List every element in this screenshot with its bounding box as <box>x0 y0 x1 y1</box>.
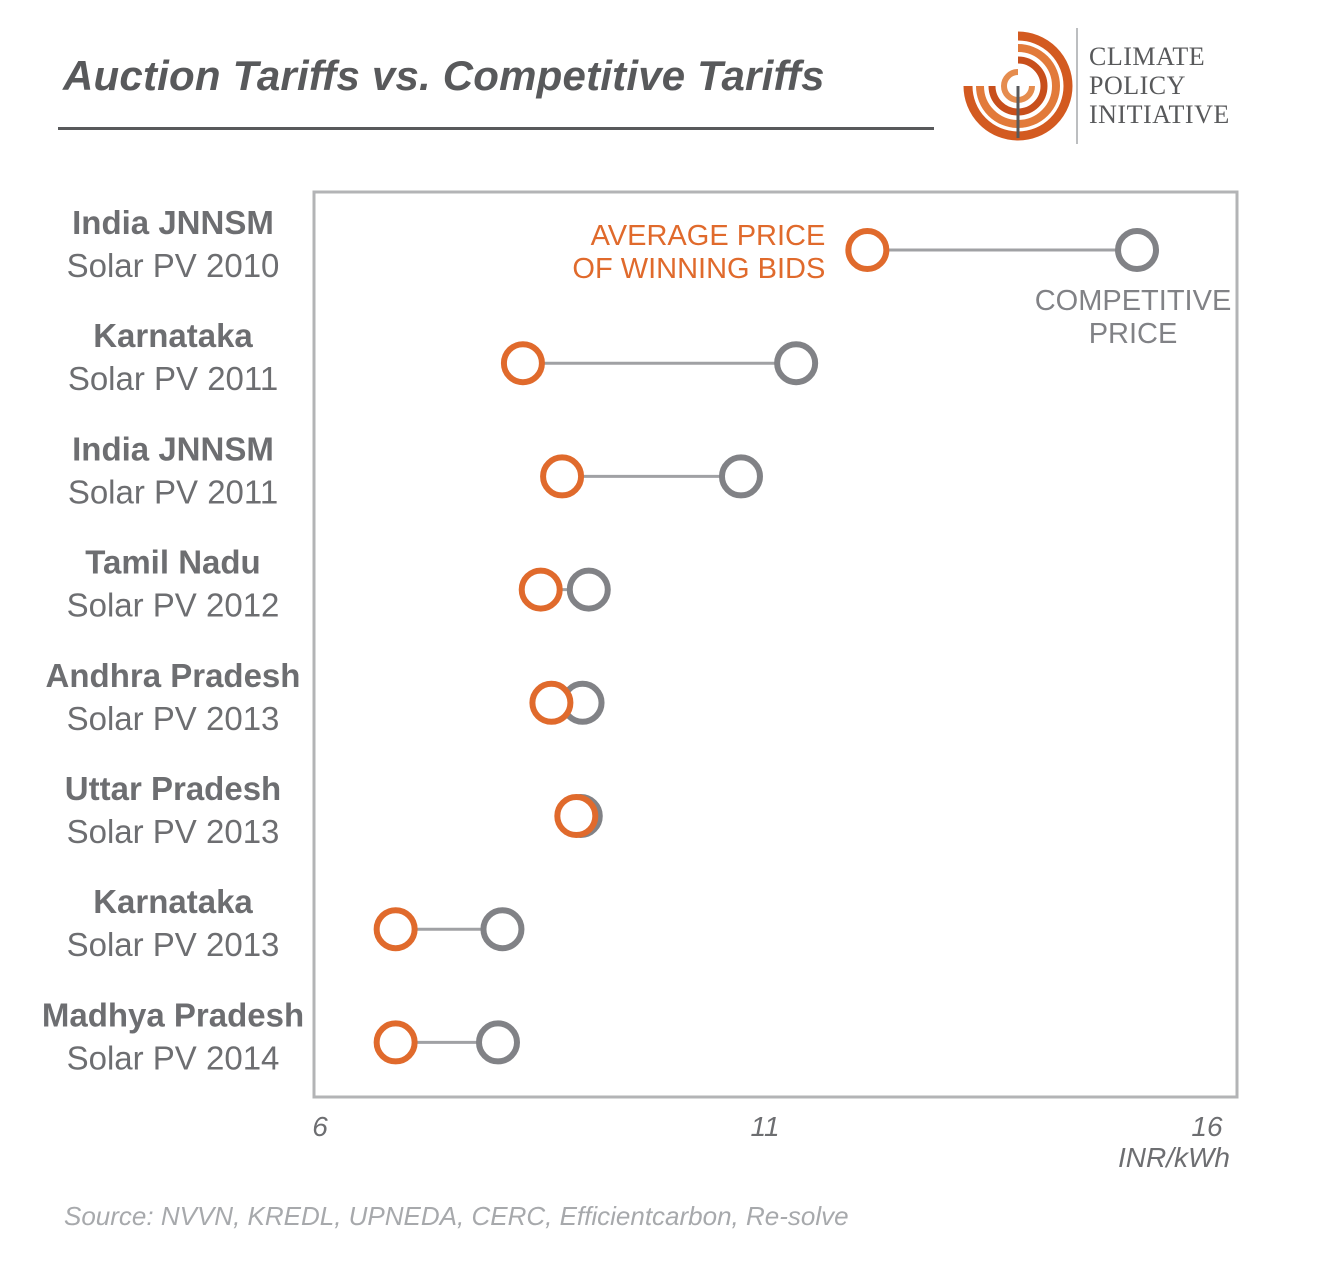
category-label-year: Solar PV 2013 <box>67 700 280 737</box>
logo-line-2: POLICY <box>1089 71 1186 100</box>
category-label-year: Solar PV 2014 <box>67 1039 280 1076</box>
auction-price-point <box>540 454 585 499</box>
competitive-price-point <box>566 567 611 612</box>
category-label-year: Solar PV 2011 <box>68 360 278 397</box>
auction-price-point <box>554 794 599 838</box>
category-label-year: Solar PV 2013 <box>67 926 280 963</box>
annotation-competitive-price: COMPETITIVE <box>1035 285 1232 317</box>
competitive-price-point <box>1115 228 1160 272</box>
chart-title: Auction Tariffs vs. Competitive Tariffs <box>63 52 825 99</box>
x-tick-label: 16 <box>1191 1111 1223 1142</box>
logo-line-1: CLIMATE <box>1089 42 1206 71</box>
category-label-year: Solar PV 2013 <box>67 813 280 850</box>
category-label-year: Solar PV 2010 <box>67 247 280 284</box>
auction-price-point <box>529 680 574 725</box>
category-label-region: India JNNSM <box>72 430 274 467</box>
category-label-region: Andhra Pradesh <box>46 657 301 694</box>
competitive-price-point <box>774 341 819 386</box>
title-underline <box>58 127 934 130</box>
x-tick-label: 6 <box>312 1111 328 1142</box>
category-label-year: Solar PV 2011 <box>68 473 278 510</box>
plot-frame <box>312 190 1239 1099</box>
x-tick-label: 11 <box>750 1111 779 1142</box>
climate-policy-initiative-logo-icon <box>963 31 1073 141</box>
annotation-winning-bids: OF WINNING BIDS <box>572 253 825 285</box>
auction-price-point <box>500 341 545 386</box>
competitive-price-point <box>476 1020 520 1065</box>
annotation-winning-bids: AVERAGE PRICE <box>591 220 826 252</box>
x-axis-unit-label: INR/kWh <box>1118 1142 1230 1173</box>
logo-divider <box>1076 28 1078 144</box>
category-label-region: Karnataka <box>93 883 253 920</box>
annotation-competitive-price: PRICE <box>1089 318 1178 350</box>
competitive-price-point <box>480 907 525 952</box>
source-note: Source: NVVN, KREDL, UPNEDA, CERC, Effic… <box>64 1201 849 1231</box>
category-label-region: Karnataka <box>93 317 253 354</box>
category-label-region: India JNNSM <box>72 204 274 241</box>
auction-price-point <box>845 228 890 272</box>
logo-line-3: INITIATIVE <box>1089 100 1230 129</box>
logo-wordmark: CLIMATE POLICY INITIATIVE <box>1089 42 1230 129</box>
category-label-region: Tamil Nadu <box>85 544 260 581</box>
auction-price-point <box>518 567 563 612</box>
auction-price-point <box>373 1020 418 1065</box>
auction-price-point <box>373 907 418 952</box>
category-label-region: Uttar Pradesh <box>65 770 281 807</box>
category-label-region: Madhya Pradesh <box>42 996 304 1033</box>
competitive-price-point <box>718 454 763 499</box>
category-label-year: Solar PV 2012 <box>67 587 280 624</box>
